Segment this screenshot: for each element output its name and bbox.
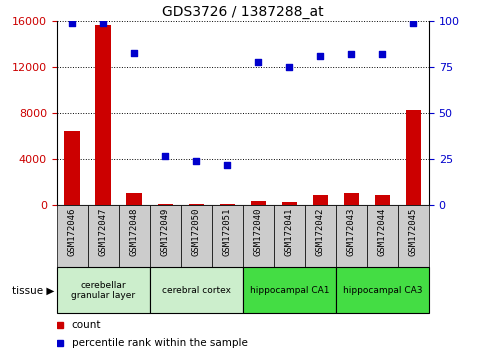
Text: cerebellar
granular layer: cerebellar granular layer (71, 281, 135, 300)
Point (99, 20, 107, 26)
Bar (243, 205, 274, 267)
Text: GSM172047: GSM172047 (99, 207, 108, 256)
Bar (88, 205, 119, 267)
Bar (57, 205, 88, 267)
Text: GSM172042: GSM172042 (316, 207, 325, 256)
Bar (219, 204, 235, 205)
Bar (188, 204, 204, 205)
Bar (313, 195, 328, 205)
Text: hippocampal CA3: hippocampal CA3 (343, 286, 422, 295)
Bar (96, 25, 111, 205)
Bar (250, 201, 266, 205)
Bar (375, 195, 390, 205)
Bar (127, 193, 142, 205)
Bar (57, 267, 150, 313)
Bar (336, 267, 429, 313)
Bar (212, 205, 243, 267)
Bar (243, 267, 336, 313)
Bar (150, 267, 243, 313)
Point (379, 52, 387, 57)
Bar (344, 193, 359, 205)
Bar (282, 202, 297, 205)
Text: GSM172050: GSM172050 (192, 207, 201, 256)
Point (161, 153, 169, 159)
Text: GSM172044: GSM172044 (378, 207, 387, 256)
Text: GSM172051: GSM172051 (223, 207, 232, 256)
Point (410, 20, 418, 26)
Bar (157, 204, 173, 205)
Point (68, 20, 76, 26)
Text: GSM172043: GSM172043 (347, 207, 356, 256)
Point (285, 64, 293, 70)
Bar (65, 131, 80, 205)
Point (192, 158, 200, 164)
Text: GSM172049: GSM172049 (161, 207, 170, 256)
Bar (398, 205, 429, 267)
Point (254, 59, 262, 64)
Text: cerebral cortex: cerebral cortex (162, 286, 231, 295)
Title: GDS3726 / 1387288_at: GDS3726 / 1387288_at (162, 5, 323, 19)
Point (223, 162, 231, 168)
Bar (274, 205, 305, 267)
Text: GSM172045: GSM172045 (409, 207, 418, 256)
Bar (305, 205, 336, 267)
Text: count: count (71, 320, 101, 330)
Point (130, 50, 138, 55)
Point (317, 53, 324, 59)
Text: tissue ▶: tissue ▶ (12, 286, 54, 296)
Text: GSM172048: GSM172048 (130, 207, 139, 256)
Bar (336, 205, 367, 267)
Text: hippocampal CA1: hippocampal CA1 (249, 286, 329, 295)
Point (348, 52, 355, 57)
Text: percentile rank within the sample: percentile rank within the sample (71, 338, 247, 348)
Text: GSM172046: GSM172046 (68, 207, 77, 256)
Bar (406, 110, 421, 205)
Bar (181, 205, 212, 267)
Text: GSM172041: GSM172041 (285, 207, 294, 256)
Text: GSM172040: GSM172040 (254, 207, 263, 256)
Bar (367, 205, 398, 267)
Bar (150, 205, 181, 267)
Bar (119, 205, 150, 267)
